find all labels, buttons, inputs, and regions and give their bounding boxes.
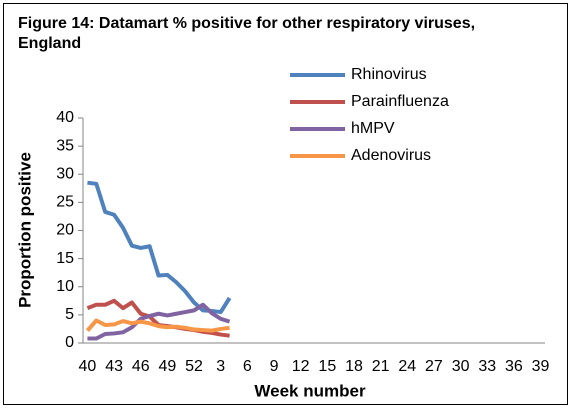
x-tick-label: 36 [505,358,523,375]
x-tick-label: 18 [345,358,363,375]
x-tick-label: 9 [270,358,279,375]
x-tick-label: 49 [159,358,177,375]
x-tick-label: 33 [478,358,496,375]
y-tick-label: 5 [65,306,74,323]
y-tick-label: 35 [56,137,74,154]
legend-label: Adenovirus [351,147,431,164]
x-tick-label: 15 [318,358,336,375]
x-tick-label: 24 [398,358,416,375]
legend-label: Rhinovirus [351,66,427,83]
legend-label: Parainfluenza [351,93,449,110]
x-tick-label: 3 [216,358,225,375]
x-tick-label: 30 [452,358,470,375]
x-tick-label: 43 [105,358,123,375]
y-tick-label: 0 [65,334,74,351]
series-line [85,318,230,333]
y-tick-label: 40 [56,109,74,126]
chart-title: Figure 14: Datamart % positive for other… [18,15,476,52]
y-tick-label: 30 [56,165,74,182]
series-line [87,302,231,341]
x-tick-label: 21 [372,358,390,375]
y-tick-label: 10 [56,278,74,295]
x-tick-label: 46 [132,358,150,375]
y-tick-label: 15 [56,250,74,267]
x-tick-label: 40 [79,358,97,375]
y-axis-label: Proportion positive [15,152,34,308]
x-tick-label: 39 [532,358,550,375]
x-tick-label: 27 [425,358,443,375]
y-tick-label: 25 [56,194,74,211]
y-tick-label: 20 [56,222,74,239]
x-tick-label: 6 [243,358,252,375]
x-tick-label: 52 [185,358,203,375]
x-axis-label: Week number [254,381,366,400]
legend-label: hMPV [351,120,395,137]
x-tick-label: 12 [292,358,310,375]
series-line [87,180,232,315]
chart-border [3,3,568,405]
